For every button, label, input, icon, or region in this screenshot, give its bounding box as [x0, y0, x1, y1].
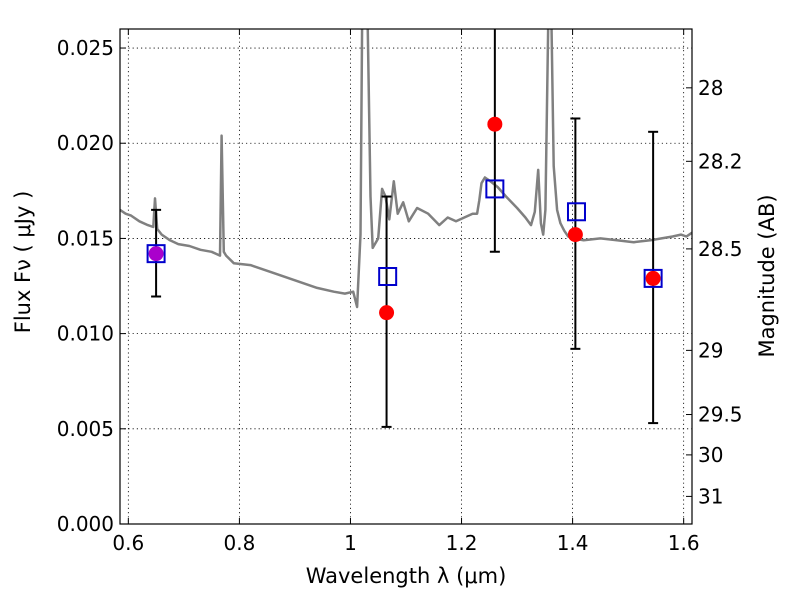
plot-area [120, 29, 692, 428]
x-tick-label: 1 [344, 531, 357, 555]
model-photometry-square [643, 268, 663, 288]
y-tick-label: 0.005 [57, 417, 114, 441]
y2-tick-label: 28.5 [698, 237, 743, 261]
y-tick-label: 0.015 [57, 226, 114, 250]
y-tick-label: 0.010 [57, 322, 114, 346]
x-tick-label: 0.8 [223, 531, 255, 555]
x-axis-label: Wavelength λ (μm) [306, 564, 507, 588]
y2-tick-label: 28 [698, 76, 723, 100]
y-tick-label: 0.025 [57, 36, 114, 60]
model-photometry-square [566, 202, 586, 222]
model-photometry-square [485, 179, 505, 199]
y-tick-label: 0.020 [57, 131, 114, 155]
y2-tick-label: 28.2 [698, 149, 743, 173]
grid-lines [120, 29, 692, 525]
x-tick-label: 1.4 [557, 531, 589, 555]
y2-tick-label: 31 [698, 484, 723, 508]
x-tick-label: 0.6 [112, 531, 144, 555]
y2-tick-label: 29.5 [698, 403, 743, 427]
observed-point [487, 116, 503, 132]
x-tick-label: 1.2 [446, 531, 478, 555]
y-tick-label: 0.000 [57, 512, 114, 536]
y2-tick-label: 29 [698, 338, 723, 362]
observed-point [645, 270, 661, 286]
right-axis-label: Magnitude (AB) [755, 194, 779, 357]
plot-frame [119, 28, 693, 525]
y2-tick-label: 30 [698, 443, 723, 467]
x-tick-label: 1.6 [668, 531, 700, 555]
model-photometry-square [378, 267, 398, 286]
y-axis-label: Flux Fν ( μJy ) [11, 191, 35, 334]
observed-point [567, 227, 583, 243]
axes: 0.6 0.8 1 1.2 1.4 1.6 0.000 0.005 0.010 0.015 0.02… [57, 28, 743, 555]
model-spectrum-line [120, 29, 692, 309]
observed-point [148, 246, 164, 262]
observed-point [379, 305, 395, 321]
model-photometry-square [146, 244, 166, 264]
